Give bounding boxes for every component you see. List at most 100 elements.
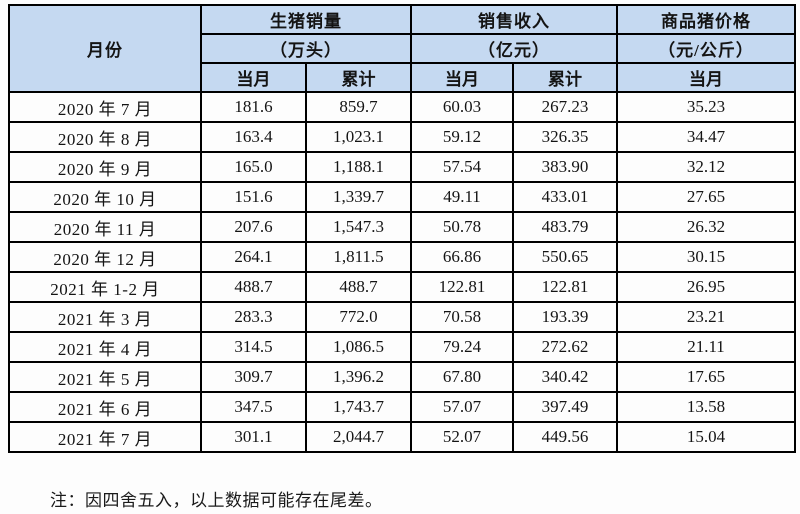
- value-cell: 301.1: [200, 421, 307, 453]
- header-unit-row: （万头） （亿元） （元/公斤）: [9, 33, 796, 64]
- value-cell: 52.07: [410, 421, 514, 453]
- table-row: 2020 年 7 月 181.6 859.7 60.03 267.23 35.23: [8, 91, 796, 123]
- value-cell: 165.0: [200, 151, 307, 183]
- value-cell: 13.58: [616, 391, 796, 423]
- header-unit-hog-sales: （万头）: [200, 33, 412, 64]
- month-cell: 2021 年 7 月: [8, 421, 202, 453]
- value-cell: 383.90: [512, 151, 618, 183]
- table-row: 2020 年 9 月 165.0 1,188.1 57.54 383.90 32.12: [8, 151, 796, 183]
- month-cell: 2020 年 11 月: [8, 211, 202, 243]
- value-cell: 207.6: [200, 211, 307, 243]
- value-cell: 772.0: [305, 301, 412, 333]
- value-cell: 15.04: [616, 421, 796, 453]
- value-cell: 50.78: [410, 211, 514, 243]
- value-cell: 79.24: [410, 331, 514, 363]
- value-cell: 309.7: [200, 361, 307, 393]
- value-cell: 1,396.2: [305, 361, 412, 393]
- value-cell: 181.6: [200, 91, 307, 123]
- value-cell: 1,188.1: [305, 151, 412, 183]
- value-cell: 1,811.5: [305, 241, 412, 273]
- value-cell: 34.47: [616, 121, 796, 153]
- value-cell: 859.7: [305, 91, 412, 123]
- value-cell: 449.56: [512, 421, 618, 453]
- table-row: 2021 年 4 月 314.5 1,086.5 79.24 272.62 21.11: [8, 331, 796, 363]
- value-cell: 70.58: [410, 301, 514, 333]
- value-cell: 27.65: [616, 181, 796, 213]
- value-cell: 488.7: [305, 271, 412, 303]
- value-cell: 59.12: [410, 121, 514, 153]
- header-subcol-hog-sales-cumulative: 累计: [305, 62, 412, 93]
- value-cell: 433.01: [512, 181, 618, 213]
- table-row: 2021 年 7 月 301.1 2,044.7 52.07 449.56 15.04: [8, 421, 796, 453]
- header-month: 月份: [8, 4, 202, 93]
- header-unit-hog-price: （元/公斤）: [616, 33, 796, 64]
- header-group-hog-price: 商品猪价格: [616, 4, 796, 35]
- table-header: 月份 生猪销量 销售收入 商品猪价格 （万头） （亿元） （元/公斤） 当月 累…: [8, 4, 796, 93]
- table-row: 2020 年 8 月 163.4 1,023.1 59.12 326.35 34.47: [8, 121, 796, 153]
- header-unit-sales-revenue: （亿元）: [410, 33, 618, 64]
- value-cell: 1,339.7: [305, 181, 412, 213]
- value-cell: 550.65: [512, 241, 618, 273]
- value-cell: 314.5: [200, 331, 307, 363]
- value-cell: 49.11: [410, 181, 514, 213]
- table-row: 2021 年 5 月 309.7 1,396.2 67.80 340.42 17.65: [8, 361, 796, 393]
- table-row: 2020 年 12 月 264.1 1,811.5 66.86 550.65 30.15: [8, 241, 796, 273]
- header-subcol-hog-sales-current: 当月: [200, 62, 307, 93]
- value-cell: 1,743.7: [305, 391, 412, 423]
- value-cell: 32.12: [616, 151, 796, 183]
- value-cell: 1,086.5: [305, 331, 412, 363]
- value-cell: 23.21: [616, 301, 796, 333]
- value-cell: 2,044.7: [305, 421, 412, 453]
- value-cell: 151.6: [200, 181, 307, 213]
- value-cell: 26.95: [616, 271, 796, 303]
- value-cell: 17.65: [616, 361, 796, 393]
- table-row: 2021 年 1-2 月 488.7 488.7 122.81 122.81 26.95: [8, 271, 796, 303]
- value-cell: 483.79: [512, 211, 618, 243]
- month-cell: 2021 年 4 月: [8, 331, 202, 363]
- month-cell: 2020 年 7 月: [8, 91, 202, 123]
- month-cell: 2020 年 10 月: [8, 181, 202, 213]
- month-cell: 2020 年 12 月: [8, 241, 202, 273]
- header-subcol-revenue-current: 当月: [410, 62, 514, 93]
- value-cell: 193.39: [512, 301, 618, 333]
- value-cell: 1,023.1: [305, 121, 412, 153]
- value-cell: 26.32: [616, 211, 796, 243]
- header-group-sales-revenue: 销售收入: [410, 4, 618, 35]
- value-cell: 30.15: [616, 241, 796, 273]
- pig-sales-table: 月份 生猪销量 销售收入 商品猪价格 （万头） （亿元） （元/公斤） 当月 累…: [8, 4, 796, 453]
- value-cell: 60.03: [410, 91, 514, 123]
- header-group-hog-sales: 生猪销量: [200, 4, 412, 35]
- value-cell: 1,547.3: [305, 211, 412, 243]
- value-cell: 272.62: [512, 331, 618, 363]
- header-subcol-price-current: 当月: [616, 62, 796, 93]
- table-row: 2020 年 11 月 207.6 1,547.3 50.78 483.79 26.32: [8, 211, 796, 243]
- table-body: 2020 年 7 月 181.6 859.7 60.03 267.23 35.23 2020…: [8, 91, 796, 453]
- header-subcol-row: 当月 累计 当月 累计 当月: [9, 62, 796, 93]
- value-cell: 122.81: [512, 271, 618, 303]
- value-cell: 57.54: [410, 151, 514, 183]
- value-cell: 57.07: [410, 391, 514, 423]
- value-cell: 122.81: [410, 271, 514, 303]
- table-row: 2021 年 3 月 283.3 772.0 70.58 193.39 23.21: [8, 301, 796, 333]
- value-cell: 264.1: [200, 241, 307, 273]
- value-cell: 267.23: [512, 91, 618, 123]
- value-cell: 163.4: [200, 121, 307, 153]
- value-cell: 283.3: [200, 301, 307, 333]
- value-cell: 35.23: [616, 91, 796, 123]
- value-cell: 326.35: [512, 121, 618, 153]
- month-cell: 2021 年 5 月: [8, 361, 202, 393]
- rounding-footnote: 注：因四舍五入，以上数据可能存在尾差。: [50, 491, 383, 510]
- value-cell: 66.86: [410, 241, 514, 273]
- month-cell: 2021 年 3 月: [8, 301, 202, 333]
- value-cell: 488.7: [200, 271, 307, 303]
- value-cell: 21.11: [616, 331, 796, 363]
- header-group-row: 月份 生猪销量 销售收入 商品猪价格: [8, 4, 796, 93]
- table-row: 2021 年 6 月 347.5 1,743.7 57.07 397.49 13.58: [8, 391, 796, 423]
- header-subcol-revenue-cumulative: 累计: [512, 62, 618, 93]
- month-cell: 2021 年 6 月: [8, 391, 202, 423]
- value-cell: 347.5: [200, 391, 307, 423]
- table-row: 2020 年 10 月 151.6 1,339.7 49.11 433.01 27.65: [8, 181, 796, 213]
- month-cell: 2020 年 8 月: [8, 121, 202, 153]
- value-cell: 340.42: [512, 361, 618, 393]
